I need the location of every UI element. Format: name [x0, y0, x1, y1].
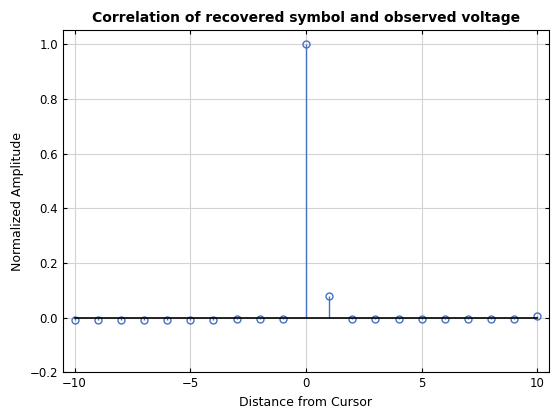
Title: Correlation of recovered symbol and observed voltage: Correlation of recovered symbol and obse… [92, 11, 520, 25]
X-axis label: Distance from Cursor: Distance from Cursor [240, 396, 372, 409]
Y-axis label: Normalized Amplitude: Normalized Amplitude [11, 132, 24, 271]
